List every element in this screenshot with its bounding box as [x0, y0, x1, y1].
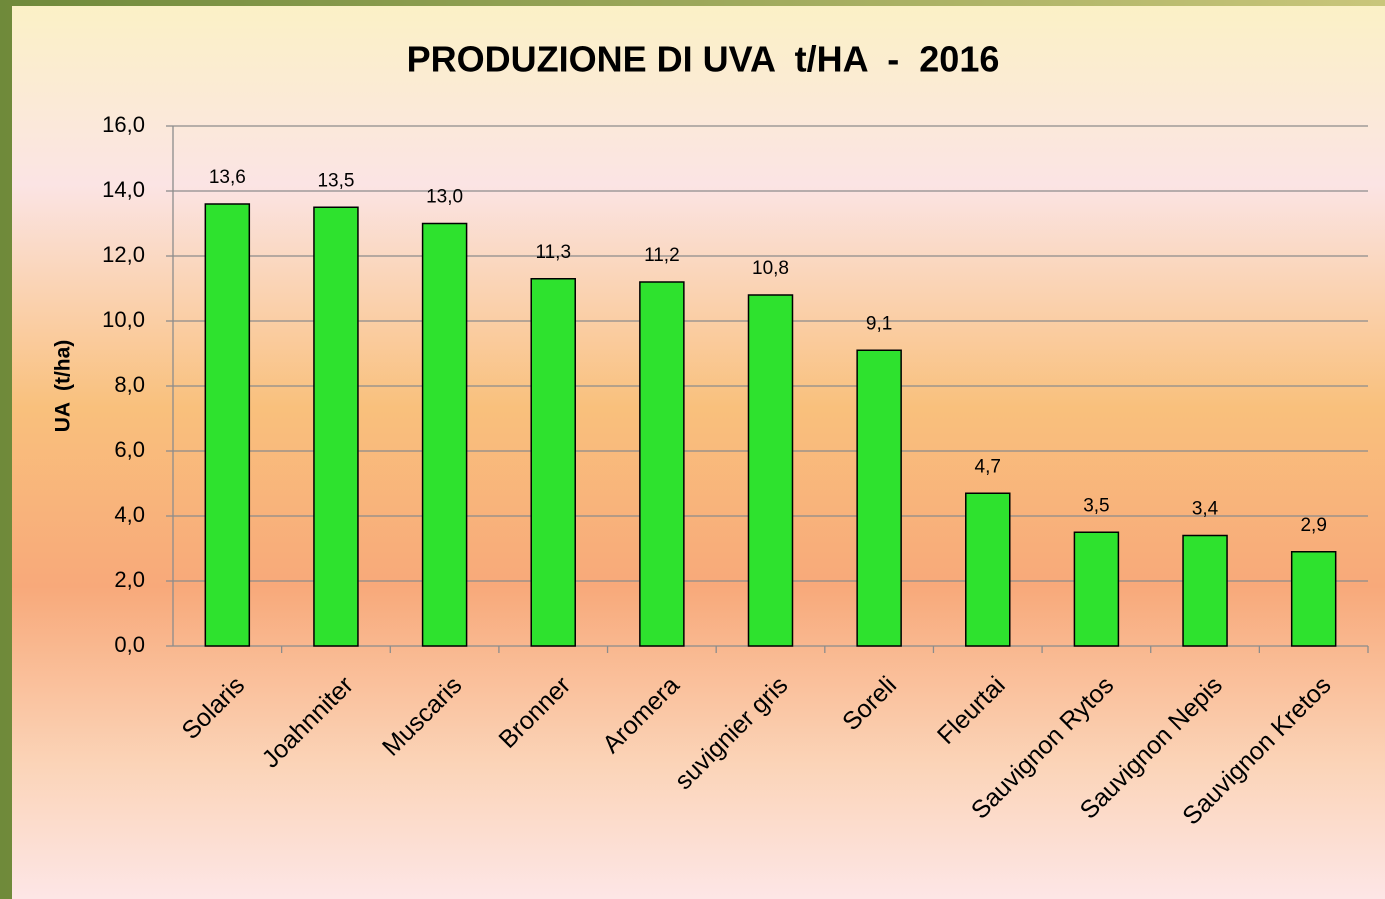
y-tick-label: 0,0 [114, 632, 145, 657]
value-label: 11,2 [644, 245, 680, 266]
bar [1182, 534, 1228, 647]
value-label: 2,9 [1300, 515, 1326, 536]
y-tick-label: 4,0 [114, 502, 145, 527]
bar [204, 203, 251, 647]
value-label: 10,8 [752, 258, 789, 279]
value-label: 3,4 [1192, 499, 1219, 520]
value-label: 11,3 [535, 242, 571, 263]
bar [1290, 551, 1337, 647]
y-tick-label: 8,0 [114, 372, 145, 397]
y-tick-label: 10,0 [102, 307, 145, 332]
y-tick-label: 14,0 [102, 177, 145, 202]
bar [965, 492, 1011, 647]
bar [421, 222, 468, 647]
y-tick-label: 2,0 [114, 567, 145, 592]
y-axis-label: UA (t/ha) [52, 340, 75, 433]
bar [530, 278, 576, 647]
value-label: 3,5 [1083, 495, 1109, 516]
bar [1073, 531, 1120, 647]
value-label: 13,6 [209, 167, 246, 188]
bar [856, 349, 902, 647]
value-label: 13,5 [317, 170, 354, 191]
value-label: 4,7 [975, 456, 1001, 477]
y-tick-label: 12,0 [102, 242, 145, 267]
value-label: 13,0 [426, 187, 463, 208]
bar [747, 294, 794, 647]
y-tick-label: 16,0 [102, 112, 145, 137]
value-label: 9,1 [866, 313, 892, 334]
y-tick-label: 6,0 [114, 437, 145, 462]
chart-title: PRODUZIONE DI UVA t/HA - 2016 [407, 39, 1000, 80]
bar [639, 281, 685, 647]
bar [313, 206, 359, 647]
